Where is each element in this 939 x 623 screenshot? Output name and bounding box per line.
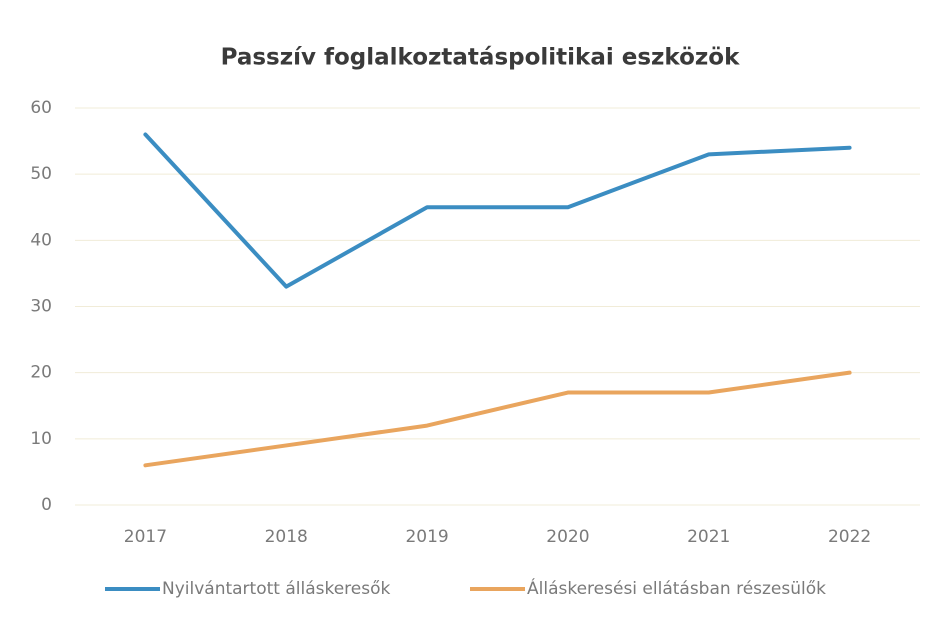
x-tick-label: 2020 (546, 527, 589, 547)
y-tick-label: 0 (41, 495, 52, 515)
series-line (143, 132, 852, 289)
legend-label: Nyilvántartott álláskeresők (162, 579, 391, 599)
y-tick-label: 10 (30, 429, 52, 449)
series-line (143, 370, 852, 468)
y-tick-label: 40 (30, 230, 52, 250)
x-tick-label: 2017 (124, 527, 167, 547)
x-tick-label: 2021 (687, 527, 730, 547)
legend-label: Álláskeresési ellátásban részesülők (527, 577, 826, 599)
y-tick-label: 30 (30, 297, 52, 317)
y-tick-label: 50 (30, 164, 52, 184)
x-tick-label: 2022 (828, 527, 871, 547)
y-tick-label: 60 (30, 98, 52, 118)
x-tick-label: 2019 (405, 527, 448, 547)
chart-title: Passzív foglalkoztatáspolitikai eszközök (221, 45, 741, 71)
x-tick-label: 2018 (265, 527, 308, 547)
y-tick-label: 20 (30, 363, 52, 383)
